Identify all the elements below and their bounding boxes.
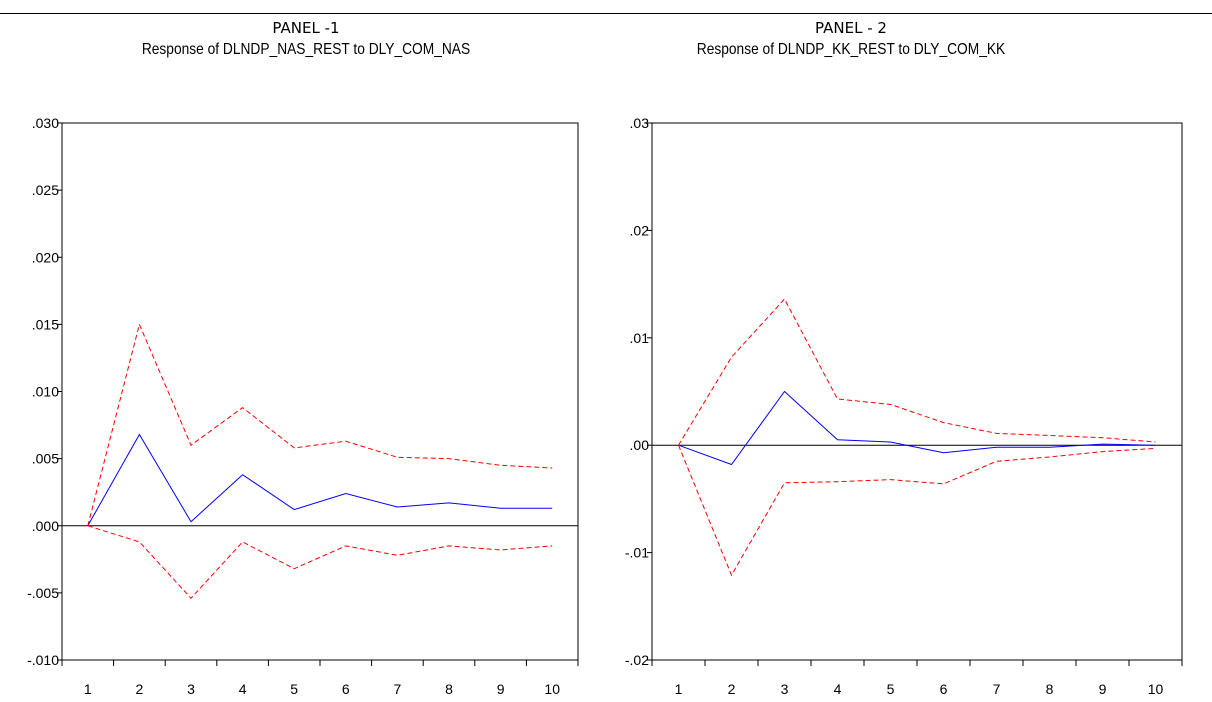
chart-2-y-tick-label: .01	[630, 330, 650, 346]
chart-2-x-tick-label: 7	[993, 681, 1001, 697]
chart-1-y-tick-label: .025	[32, 182, 59, 198]
chart-2-series-2-line	[678, 298, 1156, 446]
chart-1-y-tick-label: .015	[32, 316, 59, 332]
chart-1-frame	[61, 122, 579, 661]
chart-1-y-tick-label: .030	[32, 115, 59, 131]
panel-2-label: PANEL - 2	[815, 19, 887, 37]
chart-2-y-tick-label: .02	[630, 222, 650, 238]
chart-1-y-tick-label: .020	[32, 249, 59, 265]
chart-2-x-tick-label: 2	[728, 681, 736, 697]
panel-2-title: Response of DLNDP_KK_REST to DLY_COM_KK	[696, 41, 1006, 58]
chart-2-x-tick-label: 5	[887, 681, 895, 697]
chart-1-series-1-line	[87, 433, 553, 527]
chart-1-x-tick-label: 10	[544, 681, 560, 697]
chart-2-x-tick-label: 1	[675, 681, 683, 697]
chart-2-y-tick-label: .03	[630, 115, 650, 131]
top-rule	[0, 13, 1212, 14]
chart-1-x-tick-label: 6	[342, 681, 350, 697]
chart-1-x-tick-label: 4	[239, 681, 247, 697]
chart-1-x-tick-label: 8	[445, 681, 453, 697]
chart-1-x-tick-label: 7	[394, 681, 402, 697]
chart-1-x-tick-label: 9	[497, 681, 505, 697]
chart-1-x-tick-label: 3	[187, 681, 195, 697]
panel-1-label: PANEL -1	[272, 19, 340, 37]
chart-1-series-2-line	[87, 322, 553, 526]
chart-1-x-tick-label: 1	[84, 681, 92, 697]
chart-2-y-tick-label: -.01	[625, 545, 649, 561]
chart-2-x-tick-label: 9	[1099, 681, 1107, 697]
chart-1-y-tick-label: -.010	[27, 652, 59, 668]
chart-2-series-3-line	[678, 445, 1156, 577]
chart-2-x-tick-label: 4	[834, 681, 842, 697]
chart-2-x-tick-label: 6	[940, 681, 948, 697]
chart-2-y-tick-label: .00	[630, 437, 650, 453]
chart-1-y-tick-label: -.005	[27, 585, 59, 601]
chart-2-x-tick-label: 3	[781, 681, 789, 697]
chart-1-y-tick-label: .000	[32, 518, 59, 534]
chart-2-x-tick-label: 8	[1046, 681, 1054, 697]
chart-2-frame	[651, 122, 1183, 661]
chart-1-x-tick-label: 5	[290, 681, 298, 697]
panel-1-title: Response of DLNDP_NAS_REST to DLY_COM_NA…	[141, 41, 471, 58]
chart-1-x-tick-label: 2	[136, 681, 144, 697]
chart-2-series-1-line	[678, 390, 1156, 466]
chart-1-y-tick-label: .005	[32, 451, 59, 467]
chart-1-y-tick-label: .010	[32, 384, 59, 400]
chart-2-y-tick-label: -.02	[625, 652, 649, 668]
chart-2-x-tick-label: 10	[1148, 681, 1164, 697]
chart-1-series-3-line	[87, 525, 553, 599]
